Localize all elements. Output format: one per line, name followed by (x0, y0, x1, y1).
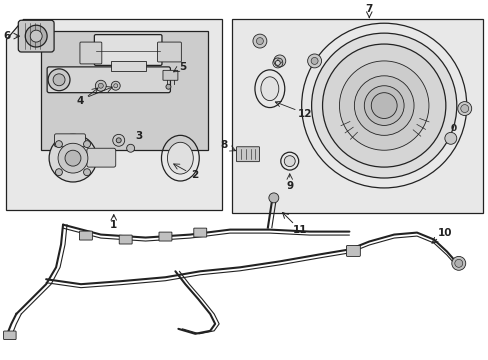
Bar (111, 61, 145, 71)
Circle shape (284, 156, 295, 167)
Circle shape (252, 34, 266, 48)
Circle shape (55, 169, 62, 176)
Circle shape (58, 143, 88, 173)
Text: 6: 6 (4, 31, 11, 41)
FancyBboxPatch shape (163, 70, 178, 80)
FancyBboxPatch shape (94, 35, 162, 66)
Bar (41, 31, 208, 150)
Ellipse shape (167, 142, 193, 174)
FancyBboxPatch shape (55, 134, 85, 147)
Circle shape (95, 80, 106, 91)
Bar (232, 19, 482, 213)
Circle shape (126, 144, 134, 152)
Circle shape (301, 23, 466, 188)
Circle shape (275, 60, 280, 66)
Circle shape (114, 84, 118, 88)
Circle shape (53, 74, 65, 86)
FancyBboxPatch shape (119, 235, 132, 244)
FancyBboxPatch shape (346, 246, 360, 256)
FancyBboxPatch shape (47, 67, 170, 93)
Circle shape (307, 54, 321, 68)
Circle shape (268, 193, 278, 203)
Circle shape (256, 37, 263, 45)
Circle shape (113, 134, 124, 146)
FancyBboxPatch shape (79, 231, 92, 240)
Text: 2: 2 (190, 170, 198, 180)
FancyBboxPatch shape (157, 42, 181, 62)
Text: 3: 3 (135, 131, 142, 141)
Circle shape (277, 58, 282, 63)
Circle shape (111, 81, 120, 90)
Circle shape (30, 30, 42, 42)
FancyBboxPatch shape (18, 20, 54, 52)
Circle shape (364, 86, 403, 125)
Text: 12: 12 (297, 108, 311, 118)
Text: 1: 1 (110, 220, 117, 230)
Text: 7: 7 (365, 4, 372, 14)
Text: 4: 4 (76, 96, 83, 105)
Circle shape (48, 69, 70, 91)
Text: 0: 0 (450, 124, 456, 133)
Circle shape (460, 105, 468, 113)
FancyBboxPatch shape (159, 232, 172, 241)
Circle shape (457, 102, 471, 116)
Circle shape (65, 150, 81, 166)
Circle shape (370, 93, 396, 118)
Circle shape (98, 83, 103, 88)
Polygon shape (6, 19, 222, 210)
Text: 10: 10 (437, 228, 451, 238)
Circle shape (451, 256, 465, 270)
Circle shape (444, 132, 456, 144)
Circle shape (165, 84, 171, 89)
Circle shape (310, 58, 317, 64)
Text: 11: 11 (292, 225, 306, 235)
Circle shape (116, 138, 121, 143)
Circle shape (55, 141, 62, 148)
FancyBboxPatch shape (80, 42, 102, 64)
Text: 9: 9 (285, 181, 293, 191)
Circle shape (273, 55, 285, 67)
Text: 8: 8 (220, 140, 227, 150)
Ellipse shape (261, 77, 278, 100)
Circle shape (83, 169, 90, 176)
Circle shape (454, 260, 462, 267)
FancyBboxPatch shape (236, 147, 259, 162)
FancyBboxPatch shape (3, 331, 16, 339)
Circle shape (354, 76, 413, 135)
Text: 5: 5 (179, 62, 185, 72)
Circle shape (311, 33, 456, 178)
Circle shape (25, 25, 47, 47)
Circle shape (83, 141, 90, 148)
Circle shape (49, 134, 97, 182)
Circle shape (339, 61, 428, 150)
FancyBboxPatch shape (193, 228, 206, 237)
Circle shape (322, 44, 445, 167)
FancyBboxPatch shape (87, 148, 116, 167)
